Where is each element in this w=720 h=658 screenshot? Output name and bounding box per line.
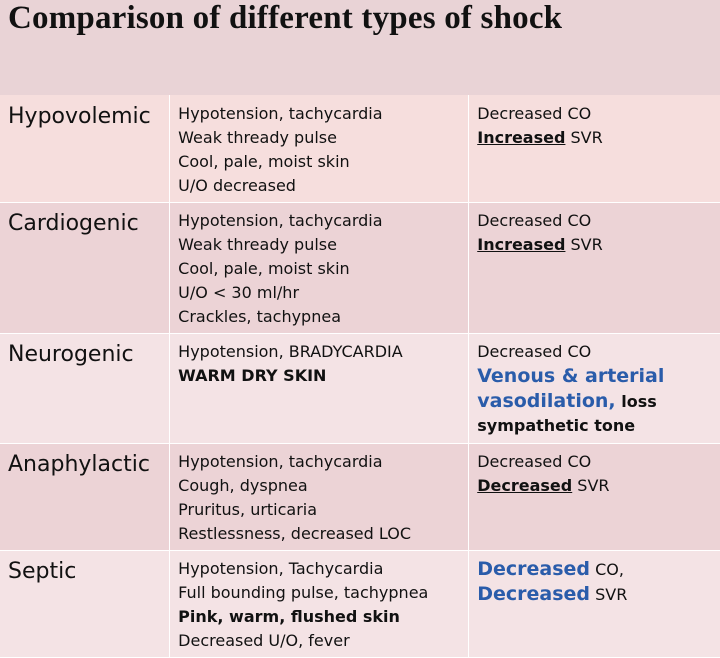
sign-line: Pruritus, urticaria bbox=[178, 500, 318, 519]
hemodynamics-segment: SVR bbox=[565, 235, 603, 254]
sign-line: Restlessness, decreased LOC bbox=[178, 524, 411, 543]
shock-comparison-table: Hypovolemic Hypotension, tachycardia Weak … bbox=[0, 95, 720, 658]
shock-type-cell: Cardiogenic bbox=[0, 202, 171, 334]
sign-line: Hypotension, tachycardia bbox=[178, 452, 383, 471]
shock-type-label: Hypovolemic bbox=[8, 104, 151, 129]
table-row: Anaphylactic Hypotension, tachycardia Coug… bbox=[0, 443, 720, 551]
hemodynamics-segment: vasodilation, bbox=[477, 390, 616, 412]
hemodynamics-line: Increased SVR bbox=[477, 233, 714, 257]
sign-line: U/O < 30 ml/hr bbox=[178, 283, 300, 302]
hemodynamics-line: Decreased SVR bbox=[477, 582, 714, 607]
hemodynamics-line: Decreased CO bbox=[477, 102, 714, 126]
hemodynamics-segment: SVR bbox=[590, 585, 628, 604]
hemodynamics-segment: Decreased CO bbox=[477, 452, 592, 471]
sign-line: Pink, warm, flushed skin bbox=[178, 607, 400, 626]
hemodynamics-line: Increased SVR bbox=[477, 126, 714, 150]
hemodynamics-segment: Decreased bbox=[477, 558, 591, 580]
page-title: Comparison of different types of shock bbox=[8, 0, 563, 36]
hemodynamics-segment: Increased bbox=[477, 235, 566, 254]
hemodynamics-segment: Decreased bbox=[477, 476, 573, 495]
hemodynamics-segment: Decreased CO bbox=[477, 104, 592, 123]
shock-type-label: Septic bbox=[8, 559, 77, 584]
sign-line: Crackles, tachypnea bbox=[178, 307, 341, 326]
shock-type-cell: Anaphylactic bbox=[0, 443, 171, 551]
hemodynamics-segment: loss bbox=[615, 392, 657, 411]
signs-cell: Hypotension, Tachycardia Full bounding pu… bbox=[169, 550, 470, 658]
sign-line: Hypotension, Tachycardia bbox=[178, 559, 384, 578]
sign-line: WARM DRY SKIN bbox=[178, 366, 327, 385]
table-row: Cardiogenic Hypotension, tachycardia Weak … bbox=[0, 202, 720, 334]
shock-type-cell: Hypovolemic bbox=[0, 95, 171, 203]
hemodynamics-line: vasodilation, loss bbox=[477, 389, 714, 414]
shock-type-label: Neurogenic bbox=[8, 342, 134, 367]
hemodynamics-segment: Decreased bbox=[477, 583, 591, 605]
sign-line: Weak thready pulse bbox=[178, 128, 337, 147]
hemodynamics-segment: Venous & arterial bbox=[477, 365, 665, 387]
signs-cell: Hypotension, tachycardia Weak thready pul… bbox=[169, 202, 470, 334]
hemodynamics-cell: Decreased CO Venous & arterial vasodilatio… bbox=[468, 333, 720, 444]
sign-line: Weak thready pulse bbox=[178, 235, 337, 254]
sign-line: Cool, pale, moist skin bbox=[178, 259, 350, 278]
signs-cell: Hypotension, tachycardia Weak thready pul… bbox=[169, 95, 470, 203]
table-row: Neurogenic Hypotension, BRADYCARDIA WARM D… bbox=[0, 333, 720, 444]
sign-line: Hypotension, BRADYCARDIA bbox=[178, 342, 403, 361]
hemodynamics-line: Decreased CO bbox=[477, 340, 714, 364]
signs-cell: Hypotension, BRADYCARDIA WARM DRY SKIN bbox=[169, 333, 470, 444]
hemodynamics-segment: SVR bbox=[572, 476, 610, 495]
hemodynamics-segment: sympathetic tone bbox=[477, 416, 636, 435]
shock-type-cell: Neurogenic bbox=[0, 333, 171, 444]
hemodynamics-line: Decreased CO bbox=[477, 209, 714, 233]
table-row: Hypovolemic Hypotension, tachycardia Weak … bbox=[0, 95, 720, 203]
hemodynamics-line: Decreased SVR bbox=[477, 474, 714, 498]
hemodynamics-cell: Decreased CO, Decreased SVR bbox=[468, 550, 720, 658]
hemodynamics-line: sympathetic tone bbox=[477, 414, 714, 438]
sign-line: Hypotension, tachycardia bbox=[178, 211, 383, 230]
sign-line: Full bounding pulse, tachypnea bbox=[178, 583, 429, 602]
sign-line: Hypotension, tachycardia bbox=[178, 104, 383, 123]
shock-type-label: Cardiogenic bbox=[8, 211, 139, 236]
hemodynamics-segment: Increased bbox=[477, 128, 566, 147]
hemodynamics-cell: Decreased CO Increased SVR bbox=[468, 202, 720, 334]
hemodynamics-line: Venous & arterial bbox=[477, 364, 714, 389]
table-body: Hypovolemic Hypotension, tachycardia Weak … bbox=[0, 95, 720, 658]
hemodynamics-line: Decreased CO, bbox=[477, 557, 714, 582]
table-row: Septic Hypotension, Tachycardia Full bound… bbox=[0, 550, 720, 658]
sign-line: U/O decreased bbox=[178, 176, 296, 195]
hemodynamics-segment: Decreased CO bbox=[477, 211, 592, 230]
shock-type-label: Anaphylactic bbox=[8, 452, 150, 477]
hemodynamics-segment: CO, bbox=[590, 560, 624, 579]
signs-cell: Hypotension, tachycardia Cough, dyspnea Pr… bbox=[169, 443, 470, 551]
sign-line: Cough, dyspnea bbox=[178, 476, 308, 495]
sign-line: Decreased U/O, fever bbox=[178, 631, 350, 650]
hemodynamics-line: Decreased CO bbox=[477, 450, 714, 474]
hemodynamics-segment: SVR bbox=[565, 128, 603, 147]
hemodynamics-cell: Decreased CO Decreased SVR bbox=[468, 443, 720, 551]
shock-type-cell: Septic bbox=[0, 550, 171, 658]
hemodynamics-segment: Decreased CO bbox=[477, 342, 592, 361]
sign-line: Cool, pale, moist skin bbox=[178, 152, 350, 171]
hemodynamics-cell: Decreased CO Increased SVR bbox=[468, 95, 720, 203]
